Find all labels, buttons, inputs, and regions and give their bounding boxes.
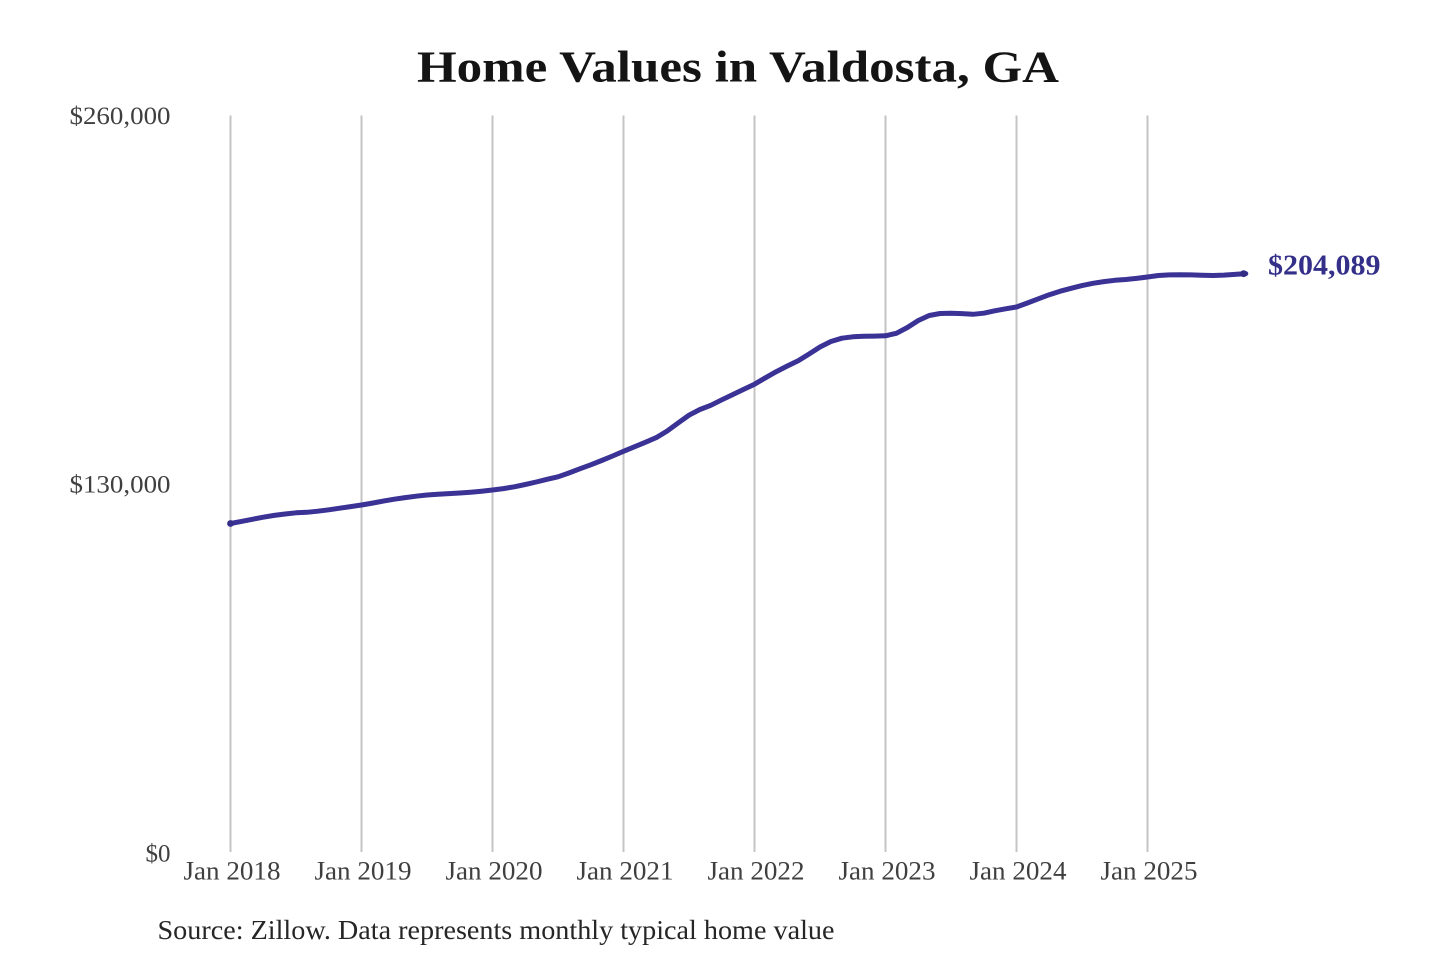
svg-text:Jan 2022: Jan 2022 bbox=[708, 856, 805, 886]
svg-text:Home Values in Valdosta, GA: Home Values in Valdosta, GA bbox=[417, 42, 1059, 91]
svg-text:$130,000: $130,000 bbox=[70, 472, 171, 499]
svg-text:Jan 2020: Jan 2020 bbox=[446, 856, 543, 886]
svg-text:Jan 2018: Jan 2018 bbox=[184, 856, 281, 886]
svg-text:$260,000: $260,000 bbox=[70, 103, 171, 130]
svg-text:$204,089: $204,089 bbox=[1268, 250, 1381, 282]
svg-text:Jan 2025: Jan 2025 bbox=[1101, 856, 1198, 886]
svg-text:Jan 2024: Jan 2024 bbox=[970, 856, 1067, 886]
svg-text:Jan 2019: Jan 2019 bbox=[315, 856, 412, 886]
svg-text:$0: $0 bbox=[146, 840, 171, 867]
svg-text:Source: Zillow. Data represent: Source: Zillow. Data represents monthly … bbox=[158, 915, 835, 945]
svg-text:Jan 2021: Jan 2021 bbox=[577, 856, 674, 886]
svg-text:Jan 2023: Jan 2023 bbox=[839, 856, 936, 886]
